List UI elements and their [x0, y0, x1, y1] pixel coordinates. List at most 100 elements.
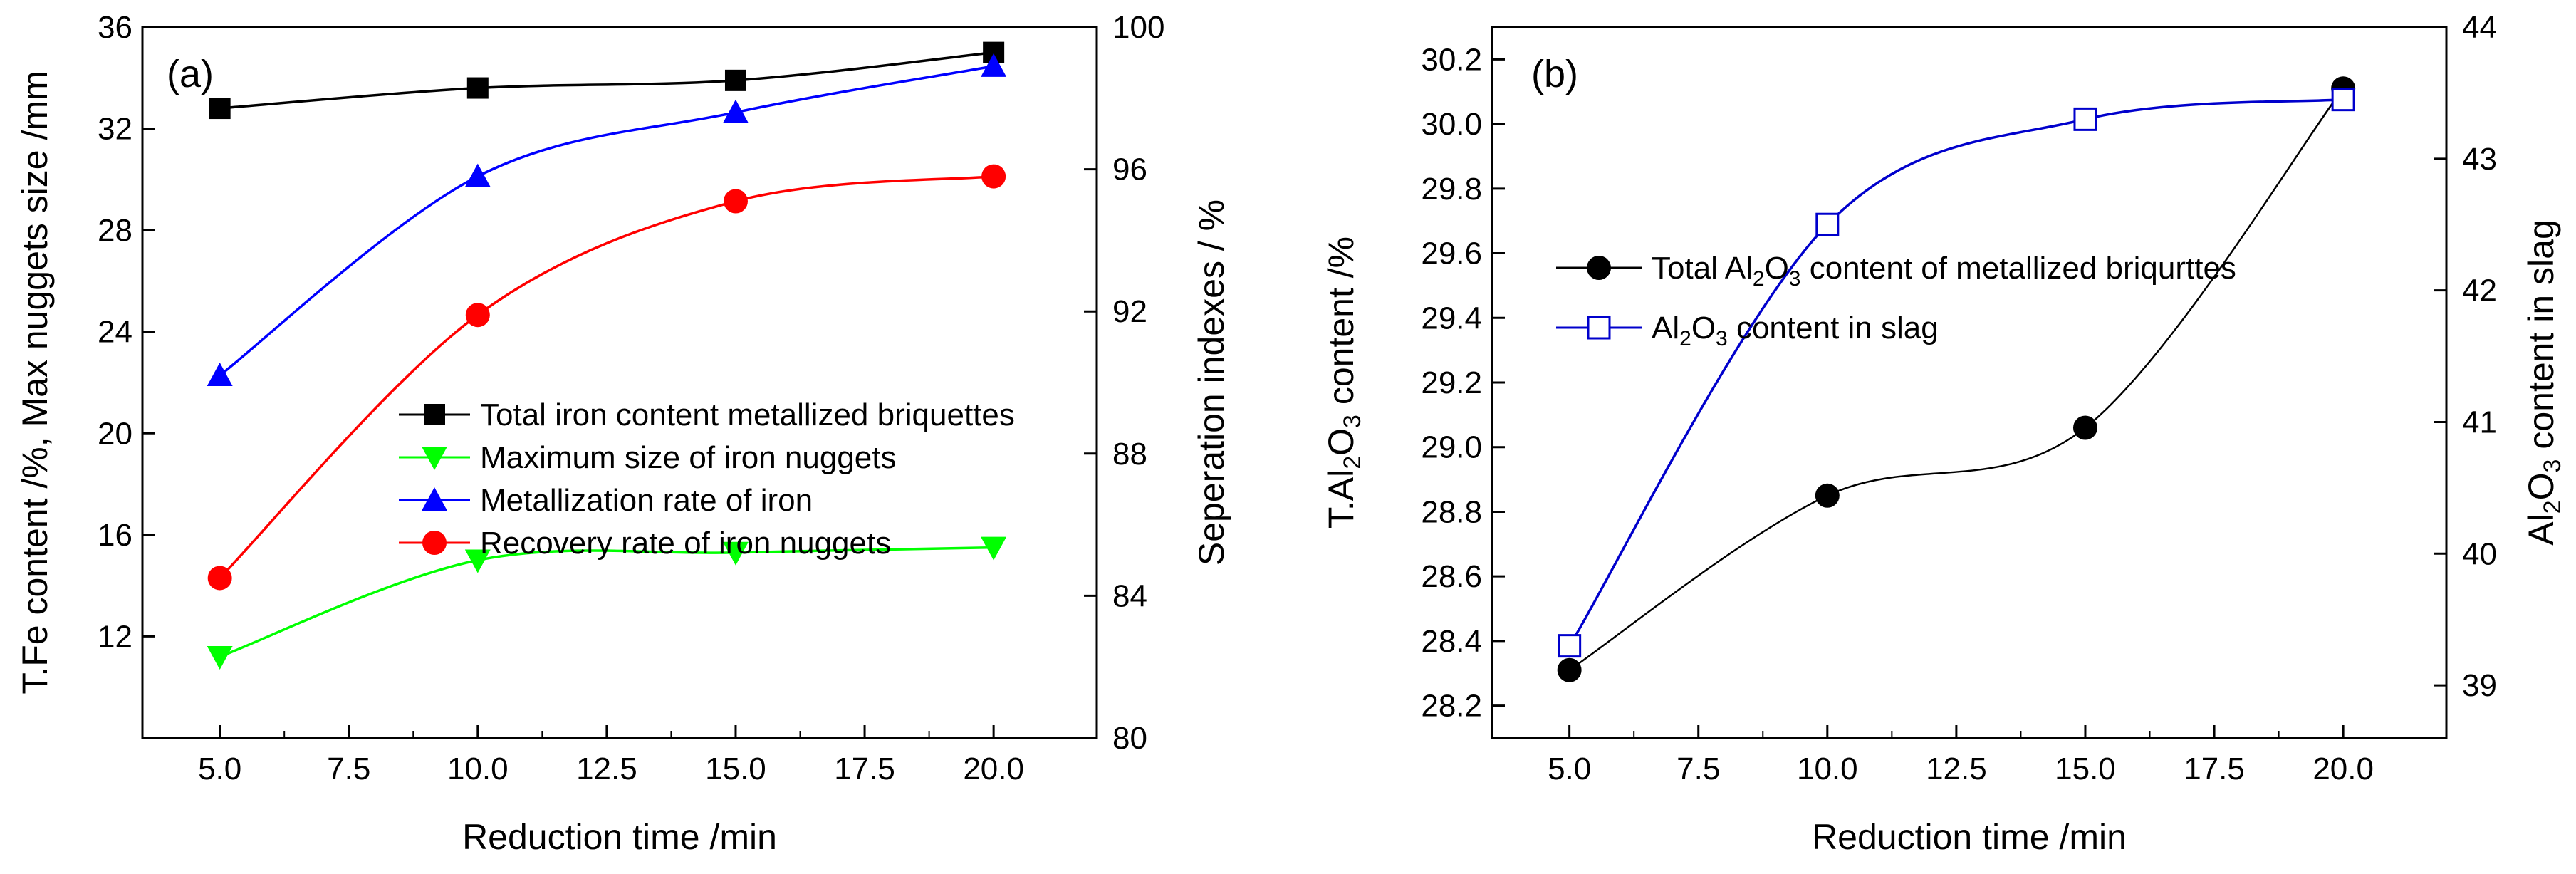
- panel-b: 5.0 7.5 10.0 12.5 15.0 17.5 20.0 28.228.428.62…: [1321, 10, 2566, 857]
- legend-marker-1: [422, 447, 447, 470]
- x-tick-label: 17.5: [834, 751, 895, 786]
- y-left-tick-label: 28.2: [1421, 689, 1482, 724]
- y-left-tick-label: 29.6: [1421, 236, 1482, 271]
- legend-label-1: Al2O3 content in slag: [1652, 311, 1939, 350]
- x-tick-label: 15.0: [705, 751, 766, 786]
- plot-frame-b: [1491, 26, 2448, 739]
- x-tick-label: 10.0: [1797, 751, 1858, 786]
- data-point-2-1: [464, 163, 491, 187]
- series-line-1: [219, 546, 994, 658]
- legend-label-0: Total iron content metallized briquettes: [480, 397, 1015, 432]
- y-left-tick-label: 28.4: [1421, 624, 1482, 659]
- data-point-2-3: [981, 53, 1007, 77]
- data-point-0-2: [724, 69, 746, 91]
- a-left-y-axis: 12 16 20 24 28 32 36: [98, 10, 155, 654]
- y-right-tick-label: 41: [2462, 405, 2497, 439]
- legend-marker-1: [1587, 316, 1611, 340]
- series-line-0: [1568, 88, 2345, 671]
- y-left-tick-label: 28.8: [1421, 494, 1482, 529]
- y-left-tick-label: 20: [98, 416, 132, 451]
- data-point-2-0: [207, 363, 233, 387]
- data-point-1-3: [981, 536, 1007, 561]
- series-line-1: [1568, 98, 2344, 647]
- legend-label-1: Maximum size of iron nuggets: [480, 440, 896, 475]
- plot-frame-a: [141, 26, 1098, 739]
- y-right-tick-label: 100: [1112, 10, 1164, 45]
- legend-label-2: Metallization rate of iron: [480, 483, 813, 518]
- y-right-tick-label: 39: [2462, 668, 2497, 703]
- a-left-y-axis-title: T.Fe content /%, Max nuggets size /mm: [15, 71, 55, 694]
- y-left-tick-label: 29.0: [1421, 430, 1482, 465]
- b-x-axis: 5.0 7.5 10.0 12.5 15.0 17.5 20.0: [1548, 725, 2374, 786]
- series-line-0: [219, 51, 994, 110]
- x-tick-label: 12.5: [1926, 751, 1987, 786]
- data-point-3-3: [981, 164, 1006, 189]
- x-tick-label: 17.5: [2184, 751, 2245, 786]
- a-x-axis-title: Reduction time /min: [462, 817, 777, 857]
- data-point-1-3: [2331, 88, 2355, 112]
- data-point-1-2: [722, 541, 749, 566]
- x-tick-label: 5.0: [1548, 751, 1591, 786]
- y-left-tick-label: 29.2: [1421, 365, 1482, 400]
- data-point-0-1: [466, 77, 489, 99]
- y-right-tick-label: 40: [2462, 536, 2497, 571]
- legend-marker-0: [1587, 256, 1611, 280]
- panel-label-a: (a): [167, 53, 214, 95]
- legend-marker-3: [422, 531, 447, 555]
- data-point-3-0: [207, 566, 232, 591]
- y-left-tick-label: 12: [98, 619, 132, 654]
- data-point-1-1: [464, 549, 491, 573]
- legend-label-3: Recovery rate of iron nuggets: [480, 526, 891, 561]
- y-left-tick-label: 29.8: [1421, 172, 1482, 207]
- x-tick-label: 7.5: [1677, 751, 1720, 786]
- y-left-tick-label: 29.4: [1421, 301, 1482, 335]
- y-right-tick-label: 88: [1112, 437, 1147, 472]
- b-right-y-axis-title: Al2O3 content in slag: [2521, 219, 2566, 546]
- series-line-2: [219, 65, 994, 377]
- y-left-tick-label: 36: [98, 10, 132, 45]
- data-point-3-2: [723, 189, 748, 214]
- y-right-tick-label: 42: [2462, 274, 2497, 308]
- x-tick-label: 20.0: [963, 751, 1024, 786]
- data-point-0-1: [1815, 483, 1840, 508]
- b-left-y-axis-title: T.Al2O3 content /%: [1321, 236, 1366, 529]
- data-point-1-2: [2073, 107, 2097, 131]
- a-legend: Total iron content metallized briquettes…: [399, 397, 1015, 561]
- y-right-tick-label: 92: [1112, 294, 1147, 329]
- b-left-y-axis: 28.2 28.4 28.6 28.8 29.0 29.2 29.4 29.6 29.8 30.0…: [1421, 42, 1505, 724]
- x-tick-label: 20.0: [2312, 751, 2374, 786]
- y-right-tick-label: 84: [1112, 578, 1147, 613]
- legend-marker-2: [422, 487, 447, 511]
- b-right-y-axis: 39 40 41 42 43 44: [2434, 10, 2497, 703]
- y-left-tick-label: 30.2: [1421, 42, 1482, 77]
- y-right-tick-label: 43: [2462, 142, 2497, 177]
- x-tick-label: 7.5: [327, 751, 370, 786]
- y-left-tick-label: 30.0: [1421, 107, 1482, 142]
- a-right-y-axis-title: Seperation indexes / %: [1191, 199, 1231, 566]
- x-tick-label: 5.0: [198, 751, 241, 786]
- b-legend: Total Al2O3 content of metallized briqur…: [1556, 251, 2236, 350]
- y-right-tick-label: 44: [2462, 10, 2497, 45]
- y-left-tick-label: 16: [98, 518, 132, 553]
- series-line-3: [219, 175, 994, 579]
- data-point-0-0: [209, 98, 231, 120]
- panel-a: 5.0 7.5 10.0 12.5 15.0 17.5 20.0 12 16 20 24 28 32 3…: [15, 10, 1231, 857]
- data-point-2-2: [722, 99, 749, 123]
- data-point-3-1: [465, 303, 490, 328]
- y-left-tick-label: 28.6: [1421, 559, 1482, 594]
- legend-label-0: Total Al2O3 content of metallized briqur…: [1652, 251, 2236, 291]
- x-tick-label: 12.5: [576, 751, 637, 786]
- y-left-tick-label: 24: [98, 315, 132, 350]
- b-series-group: [1557, 76, 2356, 682]
- b-x-axis-title: Reduction time /min: [1812, 817, 2127, 857]
- y-left-tick-label: 28: [98, 213, 132, 248]
- y-right-tick-label: 96: [1112, 152, 1147, 187]
- data-point-1-1: [1815, 212, 1840, 236]
- data-point-1-0: [1558, 634, 1582, 658]
- a-series-group: [207, 41, 1007, 670]
- x-tick-label: 10.0: [447, 751, 509, 786]
- y-right-tick-label: 80: [1112, 721, 1147, 756]
- panel-label-b: (b): [1531, 53, 1578, 95]
- data-point-0-0: [1557, 657, 1582, 682]
